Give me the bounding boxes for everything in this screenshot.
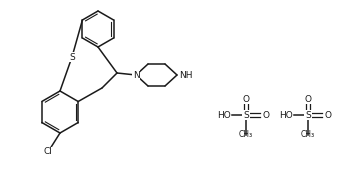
Text: CH₃: CH₃ (239, 130, 253, 139)
Text: HO: HO (217, 110, 231, 120)
Text: S: S (305, 110, 311, 120)
Text: S: S (243, 110, 249, 120)
Text: N: N (132, 71, 139, 80)
Text: CH₃: CH₃ (301, 130, 315, 139)
Text: O: O (262, 110, 269, 120)
Text: O: O (243, 95, 249, 104)
Text: Cl: Cl (43, 148, 52, 157)
Text: O: O (304, 95, 311, 104)
Text: HO: HO (279, 110, 293, 120)
Text: NH: NH (179, 71, 193, 80)
Text: O: O (324, 110, 332, 120)
Text: S: S (69, 53, 75, 62)
